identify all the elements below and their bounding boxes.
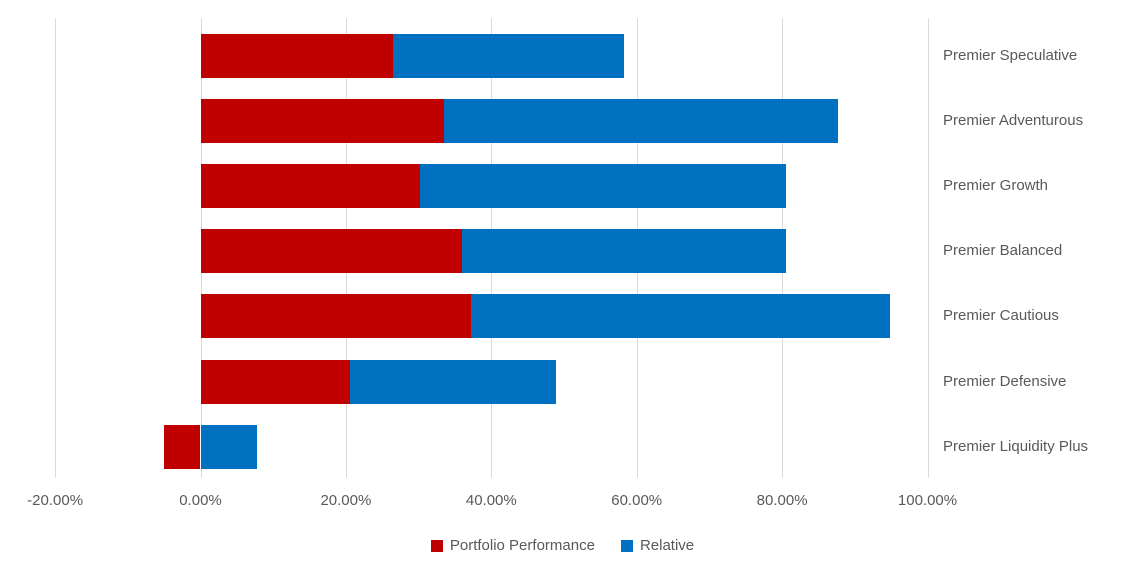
x-axis-tick-label: 80.00% <box>756 492 808 509</box>
bar-segment-relative <box>444 98 839 143</box>
bar-segment-relative <box>420 163 787 208</box>
legend-swatch-relative-icon <box>620 539 633 552</box>
legend-item-portfolio-performance: Portfolio Performance <box>430 537 595 554</box>
gridline <box>927 18 929 478</box>
category-label: Premier Adventurous <box>943 111 1084 129</box>
category-label: Premier Liquidity Plus <box>943 437 1089 455</box>
x-axis-tick-label: 20.00% <box>320 492 372 509</box>
category-label: Premier Growth <box>943 176 1049 194</box>
bar-segment-relative <box>200 424 258 469</box>
bar-segment-portfolio-performance <box>200 163 421 208</box>
bar-segment-relative <box>393 33 625 78</box>
x-axis-tick-label: -20.00% <box>27 492 84 509</box>
bar-segment-portfolio-performance <box>200 98 445 143</box>
legend: Portfolio Performance Relative <box>0 537 1125 554</box>
bar-segment-portfolio-performance <box>164 424 201 469</box>
category-label: Premier Balanced <box>943 242 1063 260</box>
x-axis-tick-label: 40.00% <box>465 492 517 509</box>
bar-segment-portfolio-performance <box>200 33 394 78</box>
legend-label-portfolio-performance: Portfolio Performance <box>449 537 595 554</box>
bar-segment-relative <box>462 229 787 274</box>
x-axis-tick-label: 100.00% <box>897 492 958 509</box>
x-axis-tick-label: 0.00% <box>179 492 222 509</box>
legend-label-relative: Relative <box>639 537 695 554</box>
category-label: Premier Speculative <box>943 46 1078 64</box>
bar-segment-relative <box>470 294 891 339</box>
category-label: Premier Cautious <box>943 307 1059 325</box>
legend-item-relative: Relative <box>620 537 695 554</box>
bar-segment-portfolio-performance <box>200 359 350 404</box>
bar-segment-portfolio-performance <box>200 294 471 339</box>
legend-swatch-portfolio-performance-icon <box>430 539 443 552</box>
category-label: Premier Defensive <box>943 372 1067 390</box>
bar-segment-portfolio-performance <box>200 229 463 274</box>
bar-segment-relative <box>349 359 556 404</box>
x-axis-tick-label: 60.00% <box>611 492 663 509</box>
gridline <box>55 18 57 478</box>
